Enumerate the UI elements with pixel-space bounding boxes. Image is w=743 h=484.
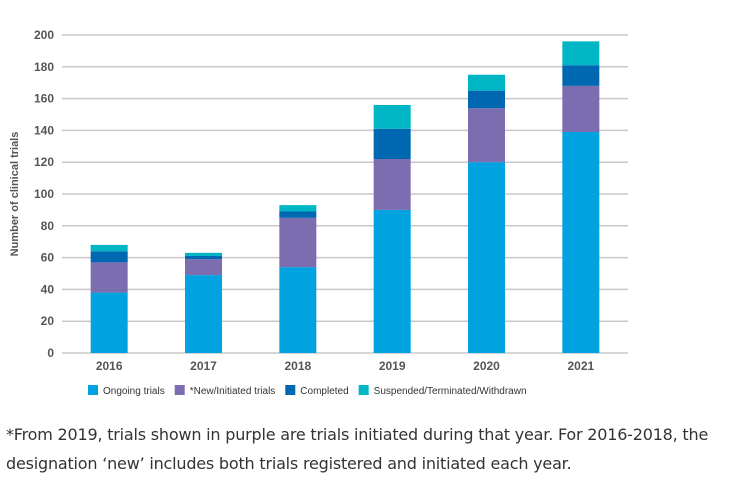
stacked-bar-chart: 0 20 40 60 80 100 120 140 160 180 200 Number of cli…: [9, 28, 628, 397]
x-tick-label: 2017: [190, 359, 217, 373]
y-tick-label: 180: [34, 60, 54, 74]
x-tick-label: 2019: [379, 359, 406, 373]
bar-segment: [90, 262, 128, 293]
bar-segment: [468, 162, 505, 353]
y-tick-label: 60: [41, 251, 55, 265]
y-tick-label: 0: [47, 346, 54, 360]
bar-segment: [373, 104, 411, 129]
bar-segment: [279, 267, 317, 353]
bar-segment: [185, 252, 222, 257]
y-tick-label: 80: [41, 219, 55, 233]
chart-caption: *From 2019, trials shown in purple are t…: [6, 425, 709, 473]
bar-segment: [373, 209, 411, 353]
y-axis-label: Number of clinical trials: [9, 132, 21, 257]
legend-swatch: [88, 385, 98, 395]
bar-segment: [279, 211, 317, 218]
bar-segment: [279, 217, 317, 268]
bar-segment: [562, 131, 600, 353]
bar-segment: [185, 275, 222, 353]
y-tick-label: 20: [41, 314, 55, 328]
legend-swatch: [358, 385, 369, 395]
bar-segment: [90, 244, 128, 252]
y-tick-label: 140: [34, 123, 54, 137]
y-tick-label: 120: [34, 155, 54, 169]
legend-label: Suspended/Terminated/Withdrawn: [374, 386, 527, 397]
y-tick-label: 100: [34, 187, 54, 201]
x-tick-label: 2018: [284, 359, 311, 373]
legend-label: Ongoing trials: [103, 386, 165, 397]
x-tick-label: 2020: [473, 359, 500, 373]
bar-segment: [90, 251, 128, 263]
bar-segment: [373, 128, 411, 160]
x-tick-label: 2016: [96, 359, 123, 373]
y-tick-label: 40: [41, 282, 55, 296]
y-tick-label: 160: [34, 92, 54, 106]
bar-segment: [90, 292, 128, 353]
bar-segment: [562, 85, 600, 132]
bar-segment: [468, 74, 505, 91]
legend-swatch: [285, 385, 296, 395]
y-tick-label: 200: [34, 28, 54, 42]
bar-segment: [185, 256, 222, 260]
bar-segment: [562, 65, 600, 86]
legend-label: *New/Initiated trials: [190, 386, 276, 397]
x-tick-label: 2021: [567, 359, 594, 373]
bar-segment: [373, 159, 411, 210]
bar-segment: [185, 259, 222, 276]
bar-segment: [562, 41, 600, 66]
bar-segment: [468, 90, 505, 109]
bar-segment: [279, 205, 317, 212]
legend-label: Completed: [300, 386, 348, 397]
bar-segment: [468, 108, 505, 163]
legend-swatch: [174, 385, 185, 395]
